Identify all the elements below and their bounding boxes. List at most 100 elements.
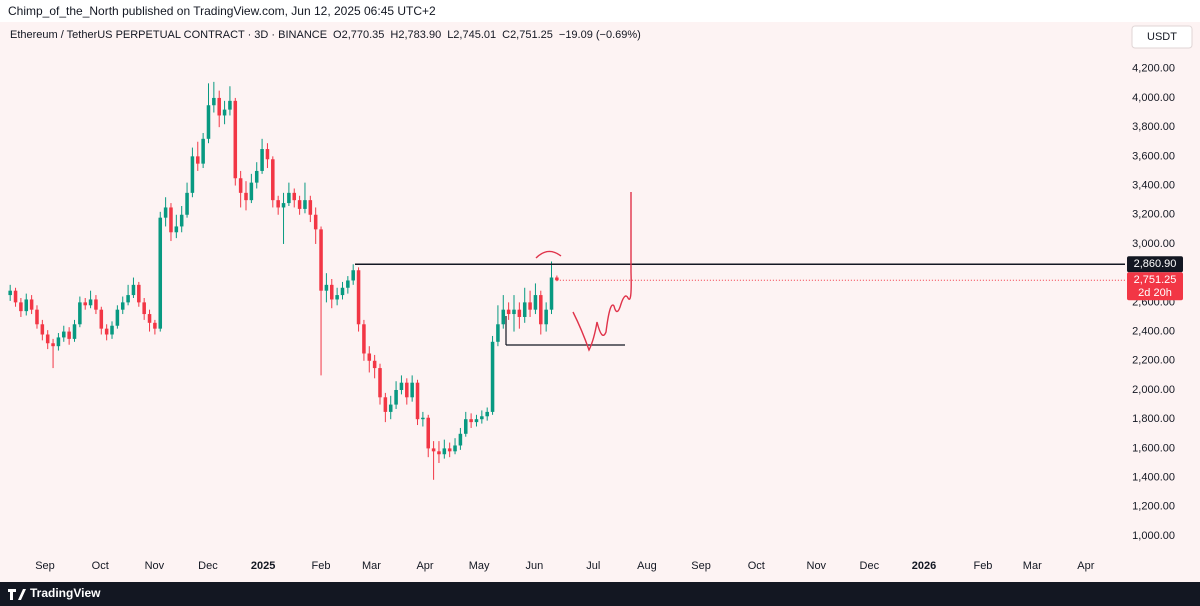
candle-body <box>394 389 398 405</box>
candle-body <box>94 299 98 310</box>
candle-body <box>115 309 120 326</box>
freehand-arc <box>535 250 562 259</box>
symbol-legend: Ethereum / TetherUS PERPETUAL CONTRACT ·… <box>10 29 641 41</box>
candle-body <box>244 192 248 201</box>
candle-body <box>271 159 275 201</box>
candle-body <box>24 299 29 312</box>
y-tick-label: 3,400.00 <box>1132 179 1175 191</box>
candle-body <box>158 217 163 329</box>
freehand-path <box>572 192 632 352</box>
candle-body <box>206 105 211 139</box>
price-line-label: 2,860.90 <box>1134 258 1177 270</box>
candle-body <box>447 448 452 452</box>
candle-body <box>437 451 441 455</box>
symbol-title: Ethereum / TetherUS PERPETUAL CONTRACT ·… <box>10 29 327 41</box>
ohlc-value: H2,783.90 <box>390 29 441 41</box>
candle-body <box>517 309 522 317</box>
candle-body <box>185 192 189 215</box>
candle-body <box>153 322 157 329</box>
candle-body <box>522 302 527 317</box>
candle-body <box>453 445 457 452</box>
candle-body <box>410 382 414 398</box>
candle-body <box>51 343 55 347</box>
x-tick-label: Dec <box>860 560 880 572</box>
x-tick-label: Mar <box>1023 560 1042 572</box>
candle-body <box>480 416 484 420</box>
x-tick-label: Jun <box>525 560 543 572</box>
candle-body <box>474 419 479 423</box>
candle-body <box>421 417 425 420</box>
x-tick-label: Feb <box>312 560 331 572</box>
candle-body <box>228 100 232 110</box>
last-price-box <box>1127 272 1183 301</box>
candle-body <box>485 411 489 417</box>
candle-body <box>265 149 270 160</box>
candle-body <box>88 299 93 306</box>
countdown-label: 2d 20h <box>1138 287 1172 299</box>
y-tick-label: 1,400.00 <box>1132 472 1175 484</box>
y-tick-label: 1,200.00 <box>1132 501 1175 513</box>
candle-body <box>383 397 388 412</box>
candle-body <box>238 178 243 193</box>
candle-body <box>260 149 264 171</box>
candle-body <box>399 382 404 390</box>
candle-body <box>29 299 34 310</box>
y-tick-label: 4,200.00 <box>1132 63 1175 75</box>
candle-body <box>549 277 554 310</box>
candle-body <box>110 325 114 335</box>
candle-body <box>13 290 18 303</box>
candle-body <box>212 97 216 106</box>
candle-body <box>67 331 71 339</box>
price-line-box <box>1127 256 1183 273</box>
candle-body <box>276 200 280 208</box>
y-tick-label: 1,800.00 <box>1132 413 1175 425</box>
candle-body <box>501 309 506 325</box>
candle-body <box>40 324 45 335</box>
last-price-label: 2,751.25 <box>1134 274 1177 286</box>
x-tick-label: Nov <box>145 560 165 572</box>
candle-body <box>496 324 500 342</box>
candle-body <box>287 192 291 204</box>
y-tick-label: 1,000.00 <box>1132 530 1175 542</box>
candle-body <box>463 419 468 434</box>
candle-body <box>281 203 286 208</box>
x-tick-label: Oct <box>92 560 109 572</box>
candle-body <box>62 331 66 338</box>
x-tick-label: Sep <box>691 560 711 572</box>
candle-body <box>147 314 152 323</box>
candle-body <box>367 353 372 361</box>
candle-body <box>8 290 12 296</box>
candle-body <box>292 192 297 201</box>
chart-background <box>0 22 1200 582</box>
candle-body <box>372 360 377 369</box>
y-tick-label: 2,400.00 <box>1132 325 1175 337</box>
candle-body <box>378 368 382 398</box>
x-tick-label: Oct <box>748 560 765 572</box>
candle-body <box>308 200 313 215</box>
candle-body <box>126 295 130 303</box>
candle-body <box>174 226 179 233</box>
y-tick-label: 3,800.00 <box>1132 121 1175 133</box>
ohlc-value: L2,745.01 <box>447 29 496 41</box>
candle-body <box>303 200 307 209</box>
candle-body <box>201 138 205 164</box>
plot-area <box>8 81 1125 480</box>
candle-body <box>533 295 538 310</box>
candle-body <box>72 324 77 339</box>
candle-body <box>469 419 473 423</box>
candle-body <box>35 309 39 325</box>
publish-bar <box>0 0 1200 22</box>
candle-body <box>137 284 141 303</box>
currency-label: USDT <box>1147 31 1177 43</box>
candle-body <box>169 207 173 233</box>
candle-body <box>405 382 409 398</box>
x-tick-label: Apr <box>1077 560 1094 572</box>
candle-body <box>190 156 195 193</box>
candle-body <box>539 295 543 325</box>
candle-body <box>196 156 200 164</box>
x-tick-label: Jul <box>586 560 600 572</box>
y-tick-label: 4,000.00 <box>1132 92 1175 104</box>
candle-body <box>131 284 136 296</box>
